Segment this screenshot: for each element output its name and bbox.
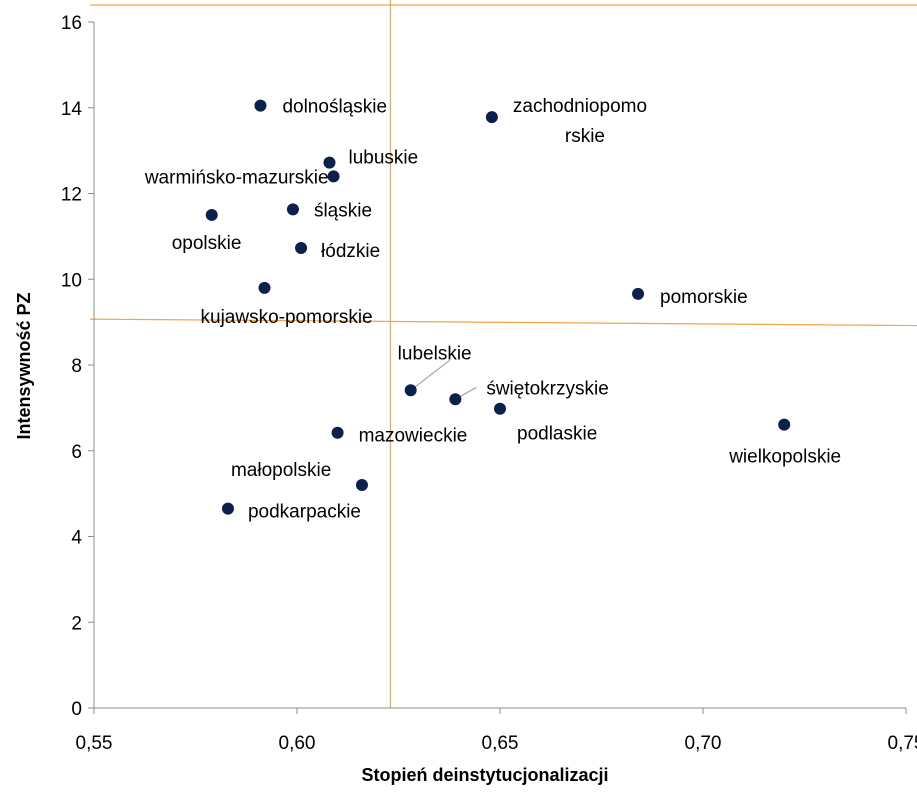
leader-line (410, 359, 451, 391)
data-point (323, 156, 336, 169)
point-label: zachodniopomo (513, 96, 647, 117)
x-tick-label: 0,65 (482, 733, 519, 754)
point-label: lubuskie (348, 148, 418, 169)
reference-lines-layer (89, 0, 917, 708)
y-tick-label: 4 (71, 528, 82, 549)
point-label: kujawsko-pomorskie (201, 307, 373, 328)
point-label: śląskie (314, 200, 372, 221)
point-label: lubelskie (398, 343, 472, 364)
data-point (221, 502, 234, 515)
data-point (258, 281, 271, 294)
point-label: świętokrzyskie (486, 378, 608, 399)
point-label: mazowieckie (359, 426, 468, 447)
point-label: pomorskie (660, 287, 748, 308)
data-point (295, 241, 308, 254)
y-tick-label: 0 (71, 699, 82, 720)
y-tick-label: 12 (61, 185, 82, 206)
data-point (355, 479, 368, 492)
point-label: podlaskie (517, 424, 597, 445)
y-tick-label: 2 (71, 613, 82, 634)
data-point (494, 402, 506, 415)
point-label: warmińsko-mazurskie (144, 167, 329, 188)
point-label: łódzkie (321, 241, 380, 262)
point-label: dolnośląskie (282, 97, 387, 118)
data-point (286, 203, 299, 216)
x-tick-label: 0,75 (888, 733, 917, 754)
y-axis-title: Intensywność PZ (14, 292, 34, 439)
data-point (778, 418, 791, 431)
point-label: małopolskie (231, 460, 331, 481)
data-point (632, 287, 645, 300)
x-tick-label: 0,60 (279, 733, 316, 754)
y-tick-label: 16 (61, 13, 82, 34)
data-point (254, 99, 267, 112)
points-layer (205, 99, 791, 515)
y-tick-label: 6 (71, 442, 82, 463)
x-tick-label: 0,55 (76, 733, 113, 754)
point-labels-layer: dolnośląskie zachodniopomo rskie lubuskie wa… (144, 96, 841, 522)
horizontal-reference-line (89, 318, 917, 327)
axes-layer: 0 2 4 6 8 10 12 14 16 0,55 0,60 0,65 0,70 0,75 (61, 13, 917, 754)
data-point (485, 111, 498, 124)
y-tick-label: 8 (71, 356, 82, 377)
data-point (327, 170, 340, 183)
data-point (449, 393, 462, 406)
leader-lines-layer (410, 359, 477, 400)
x-axis-title: Stopień deinstytucjonalizacji (361, 765, 608, 785)
point-label: rskie (565, 126, 605, 147)
point-label: opolskie (172, 233, 242, 254)
x-tick-label: 0,70 (685, 733, 722, 754)
data-point (205, 208, 218, 221)
y-tick-label: 10 (61, 270, 82, 291)
y-tick-label: 14 (61, 99, 83, 120)
point-label: wielkopolskie (728, 447, 841, 468)
data-point (404, 384, 417, 397)
data-point (331, 426, 344, 439)
point-label: podkarpackie (248, 502, 361, 523)
